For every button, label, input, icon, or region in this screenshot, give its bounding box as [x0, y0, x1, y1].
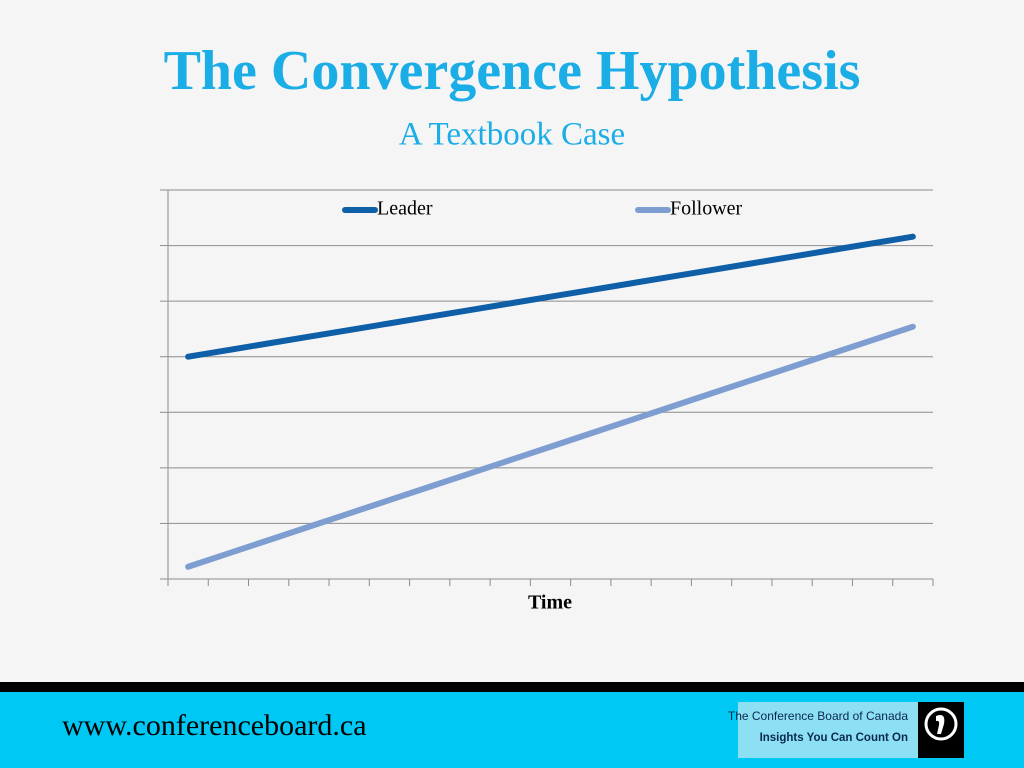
chart-title: The Convergence Hypothesis — [164, 40, 861, 102]
footer-rule — [0, 682, 1024, 692]
x-axis-label: Time — [528, 592, 572, 614]
logo-tagline: Insights You Can Count On — [760, 732, 908, 744]
logo-name: The Conference Board of Canada — [728, 709, 908, 723]
legend-label: Leader — [377, 198, 433, 220]
logo-icon — [936, 715, 945, 734]
logo-icon — [924, 707, 958, 741]
line-series — [185, 323, 916, 570]
footer-url: www.conferenceboard.ca — [62, 709, 367, 742]
legend-label: Follower — [670, 198, 743, 220]
line-series — [185, 233, 916, 360]
chart-subtitle: A Textbook Case — [399, 117, 625, 153]
